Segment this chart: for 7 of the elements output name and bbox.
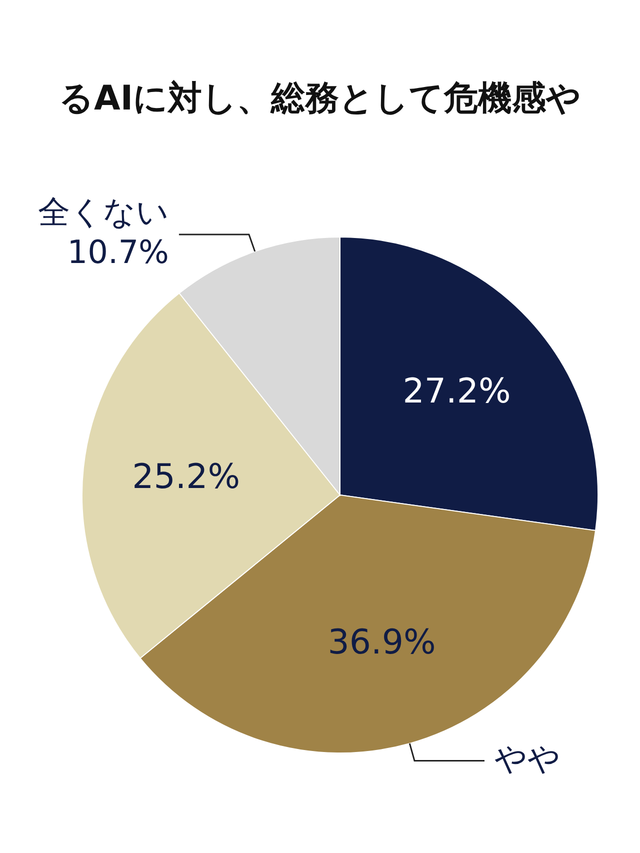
- chart-title: るAIに対し、総務として危機感や: [59, 78, 581, 118]
- slice-label: やや: [494, 740, 560, 778]
- data-label: 10.7%: [67, 233, 169, 272]
- data-label: 27.2%: [402, 372, 511, 412]
- slice-label: 全くない: [38, 193, 169, 232]
- data-label: 36.9%: [328, 622, 436, 662]
- data-label: 25.2%: [132, 456, 240, 497]
